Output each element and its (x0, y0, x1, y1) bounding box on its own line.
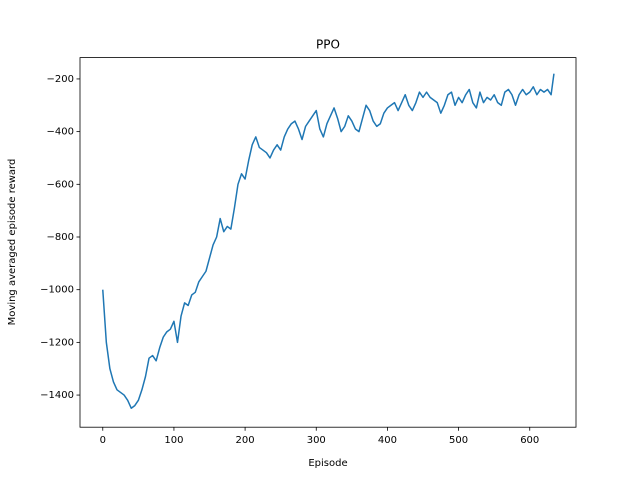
x-tick-label: 600 (520, 435, 539, 446)
x-tick-label: 500 (449, 435, 468, 446)
x-tick-label: 400 (378, 435, 397, 446)
y-tick-label: −1200 (40, 337, 74, 348)
x-tick-label: 300 (307, 435, 326, 446)
y-tick-label: −1400 (40, 390, 74, 401)
y-axis-label: Moving averaged episode reward (7, 159, 18, 326)
x-axis-label: Episode (308, 458, 347, 469)
x-tick-label: 100 (164, 435, 183, 446)
y-tick-label: −400 (47, 127, 74, 138)
y-tick-label: −200 (47, 74, 74, 85)
x-tick-label: 0 (100, 435, 106, 446)
line (102, 73, 555, 409)
chart-title: PPO (316, 38, 340, 52)
y-tick-label: −1000 (40, 285, 74, 296)
y-tick-label: −800 (47, 232, 74, 243)
x-tick-label: 200 (236, 435, 255, 446)
y-tick-label: −600 (47, 179, 74, 190)
plot-frame (79, 57, 577, 428)
